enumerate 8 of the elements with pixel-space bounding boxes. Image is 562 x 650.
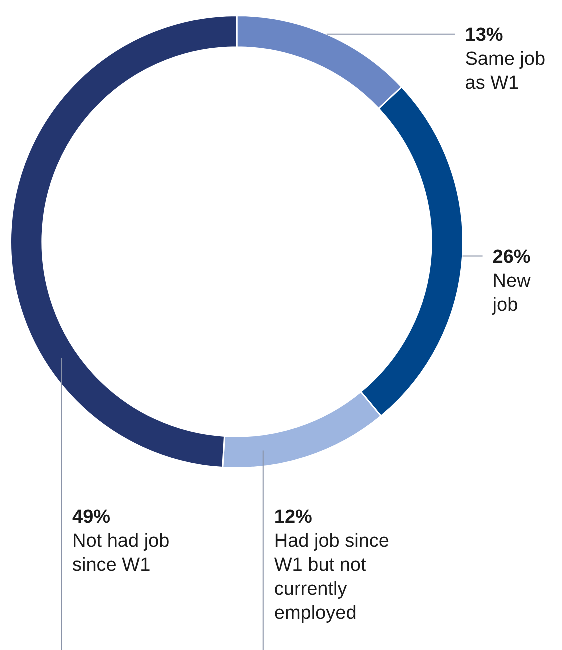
- data-label: 12%: [274, 506, 313, 528]
- slice-label: Not had job since W1: [72, 530, 170, 576]
- data-label: 49%: [72, 506, 111, 528]
- slice-label: New job: [492, 270, 532, 316]
- data-label: 26%: [492, 246, 531, 268]
- data-label: 13%: [465, 25, 504, 46]
- slice-label: Had job since W1 but not currently employed: [274, 530, 390, 624]
- slice-label: Same job as W1: [465, 49, 546, 94]
